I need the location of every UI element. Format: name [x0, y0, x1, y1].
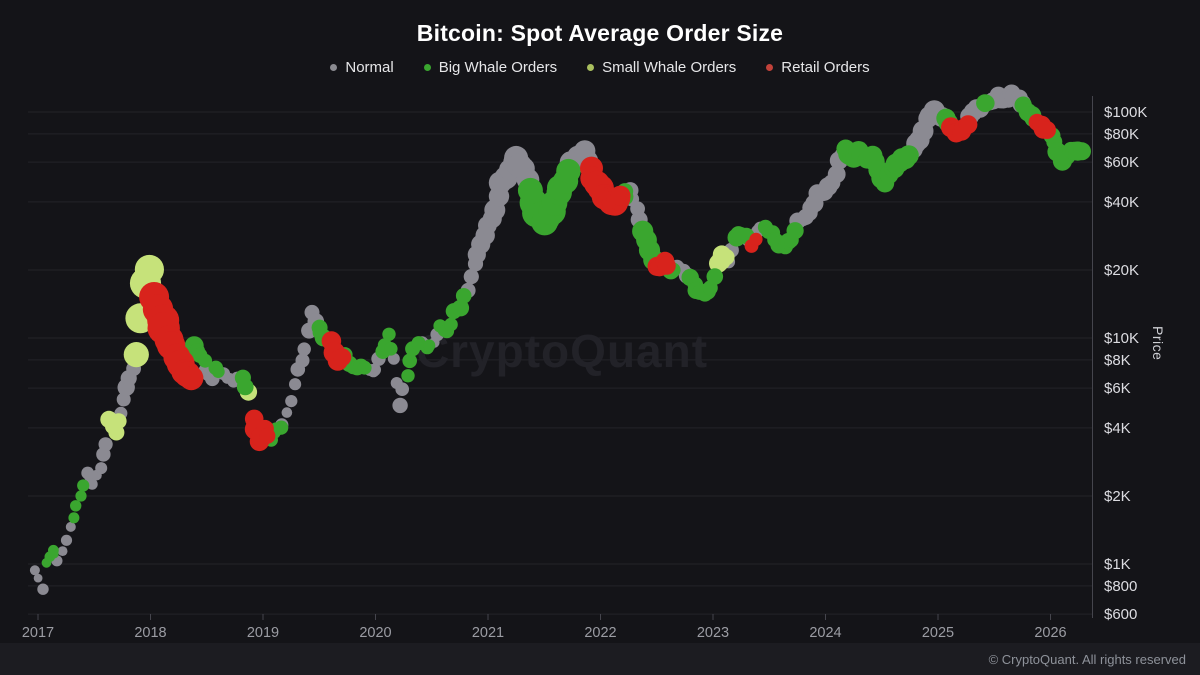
svg-text:2020: 2020 [359, 625, 391, 641]
svg-text:2025: 2025 [922, 625, 954, 641]
legend-item-big-whale[interactable]: Big Whale Orders [423, 59, 558, 76]
watermark: CryptoQuant [416, 325, 708, 377]
y-axis-labels: $100K $80K $60K $40K $20K $10K $8K $6K $4K $2K $1K… [1104, 104, 1147, 623]
retail-dot-icon [766, 64, 774, 71]
svg-text:CryptoQuant: CryptoQuant [416, 325, 708, 377]
small-whale-dot-icon [587, 64, 595, 71]
normal-dot-icon [330, 64, 338, 71]
svg-text:2022: 2022 [584, 625, 616, 641]
svg-text:$40K: $40K [1104, 194, 1139, 211]
big-whale-dot-icon [423, 64, 431, 71]
legend-item-small-whale[interactable]: Small Whale Orders [587, 59, 736, 76]
svg-text:$8K: $8K [1104, 352, 1131, 369]
svg-text:$600: $600 [1104, 606, 1137, 623]
svg-text:$80K: $80K [1104, 126, 1139, 143]
svg-text:2021: 2021 [472, 625, 504, 641]
copyright-text: © CryptoQuant. All rights reserved [988, 651, 1186, 667]
legend-label: Retail Orders [781, 59, 870, 76]
svg-text:$60K: $60K [1104, 154, 1139, 171]
svg-text:$20K: $20K [1104, 262, 1139, 279]
svg-text:$6K: $6K [1104, 380, 1131, 397]
svg-text:$800: $800 [1104, 578, 1137, 595]
svg-text:2018: 2018 [134, 625, 166, 641]
legend-label: Big Whale Orders [438, 59, 558, 76]
legend-item-retail[interactable]: Retail Orders [766, 59, 870, 76]
svg-text:2019: 2019 [247, 625, 279, 641]
legend: Normal Big Whale Orders Small Whale Orde… [0, 59, 1200, 76]
svg-text:2023: 2023 [697, 625, 729, 641]
svg-text:$4K: $4K [1104, 420, 1131, 437]
chart-title: Bitcoin: Spot Average Order Size [416, 20, 784, 46]
svg-text:$10K: $10K [1104, 330, 1139, 347]
legend-label: Normal [345, 59, 394, 76]
svg-text:$1K: $1K [1104, 556, 1131, 573]
axes [37, 96, 1093, 620]
svg-text:$100K: $100K [1104, 104, 1147, 121]
svg-text:2026: 2026 [1034, 625, 1066, 641]
legend-item-normal[interactable]: Normal [330, 59, 394, 76]
legend-label: Small Whale Orders [602, 59, 737, 76]
x-axis-labels: 2017 2018 2019 2020 2021 2022 2023 2024 2025 2026 [22, 625, 1067, 641]
svg-text:2024: 2024 [809, 625, 841, 641]
footer-bar: © CryptoQuant. All rights reserved [0, 643, 1200, 675]
svg-text:$2K: $2K [1104, 488, 1131, 505]
scatter-points [29, 84, 1091, 595]
series-r [139, 113, 1056, 452]
svg-text:2017: 2017 [22, 625, 54, 641]
y-axis-title: Price [1150, 326, 1166, 361]
